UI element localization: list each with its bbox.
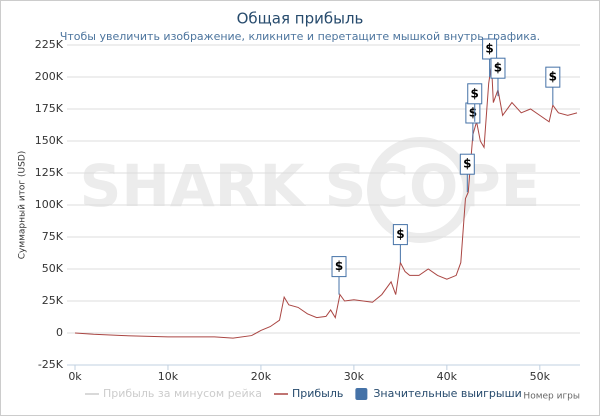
y-tick-label: 100K [35,198,64,211]
big-win-flag: $ [467,83,483,122]
big-win-flag: $ [392,224,408,263]
legend-item[interactable]: Прибыль [273,387,343,400]
chart-title: Общая прибыль [237,10,364,28]
x-tick-label: 30k [344,370,365,383]
x-tick-label: 40k [437,370,458,383]
y-tick-label: -25K [38,358,64,371]
big-win-flag: $ [482,38,498,77]
flag-box [482,38,498,60]
big-win-flag: $ [459,153,475,193]
chart-subtitle: Чтобы увеличить изображение, кликните и … [60,30,540,43]
y-tick-label: 200K [35,70,64,83]
flag-label: $ [485,42,493,56]
y-tick-label: 150K [35,134,64,147]
legend-item[interactable]: Значительные выигрыши [355,387,522,400]
y-axis-label: Суммарный итог (USD) [18,151,28,260]
x-tick-label: 10k [158,370,179,383]
y-tick-label: 0 [56,326,63,339]
y-tick-label: 125K [35,166,64,179]
y-tick-label: 225K [35,38,64,51]
flag-label: $ [471,86,479,100]
flag-label: $ [494,61,502,75]
x-tick-label: 20k [251,370,272,383]
legend-swatch [355,388,368,400]
x-axis-label: Номер игры [523,392,580,402]
y-tick-label: 25K [42,294,64,307]
legend-item[interactable]: Прибыль за минусом рейка [85,387,262,400]
flag-box [490,57,506,79]
flag-label: $ [463,157,471,171]
flag-label: $ [549,70,557,84]
flag-label: $ [396,227,404,241]
big-win-flag: $ [545,66,561,106]
profit-line [74,64,578,339]
y-tick-label: 175K [35,102,64,115]
flag-box [545,66,561,88]
flag-box [392,224,408,246]
legend-label: Прибыль [292,387,343,400]
flag-box [331,256,347,278]
x-tick-label: 50k [530,370,551,383]
y-tick-label: 75K [42,230,64,243]
flag-label: $ [335,259,343,273]
x-tick-label: 0k [68,370,82,383]
flag-label: $ [469,106,477,120]
legend-label: Значительные выигрыши [373,387,521,400]
flag-box [459,153,475,175]
big-win-flag: $ [465,102,481,141]
big-win-flag: $ [490,57,506,97]
big-win-flag: $ [331,256,347,295]
y-tick-label: 50K [42,262,64,275]
legend-label: Прибыль за минусом рейка [103,387,262,400]
flag-box [467,83,483,105]
